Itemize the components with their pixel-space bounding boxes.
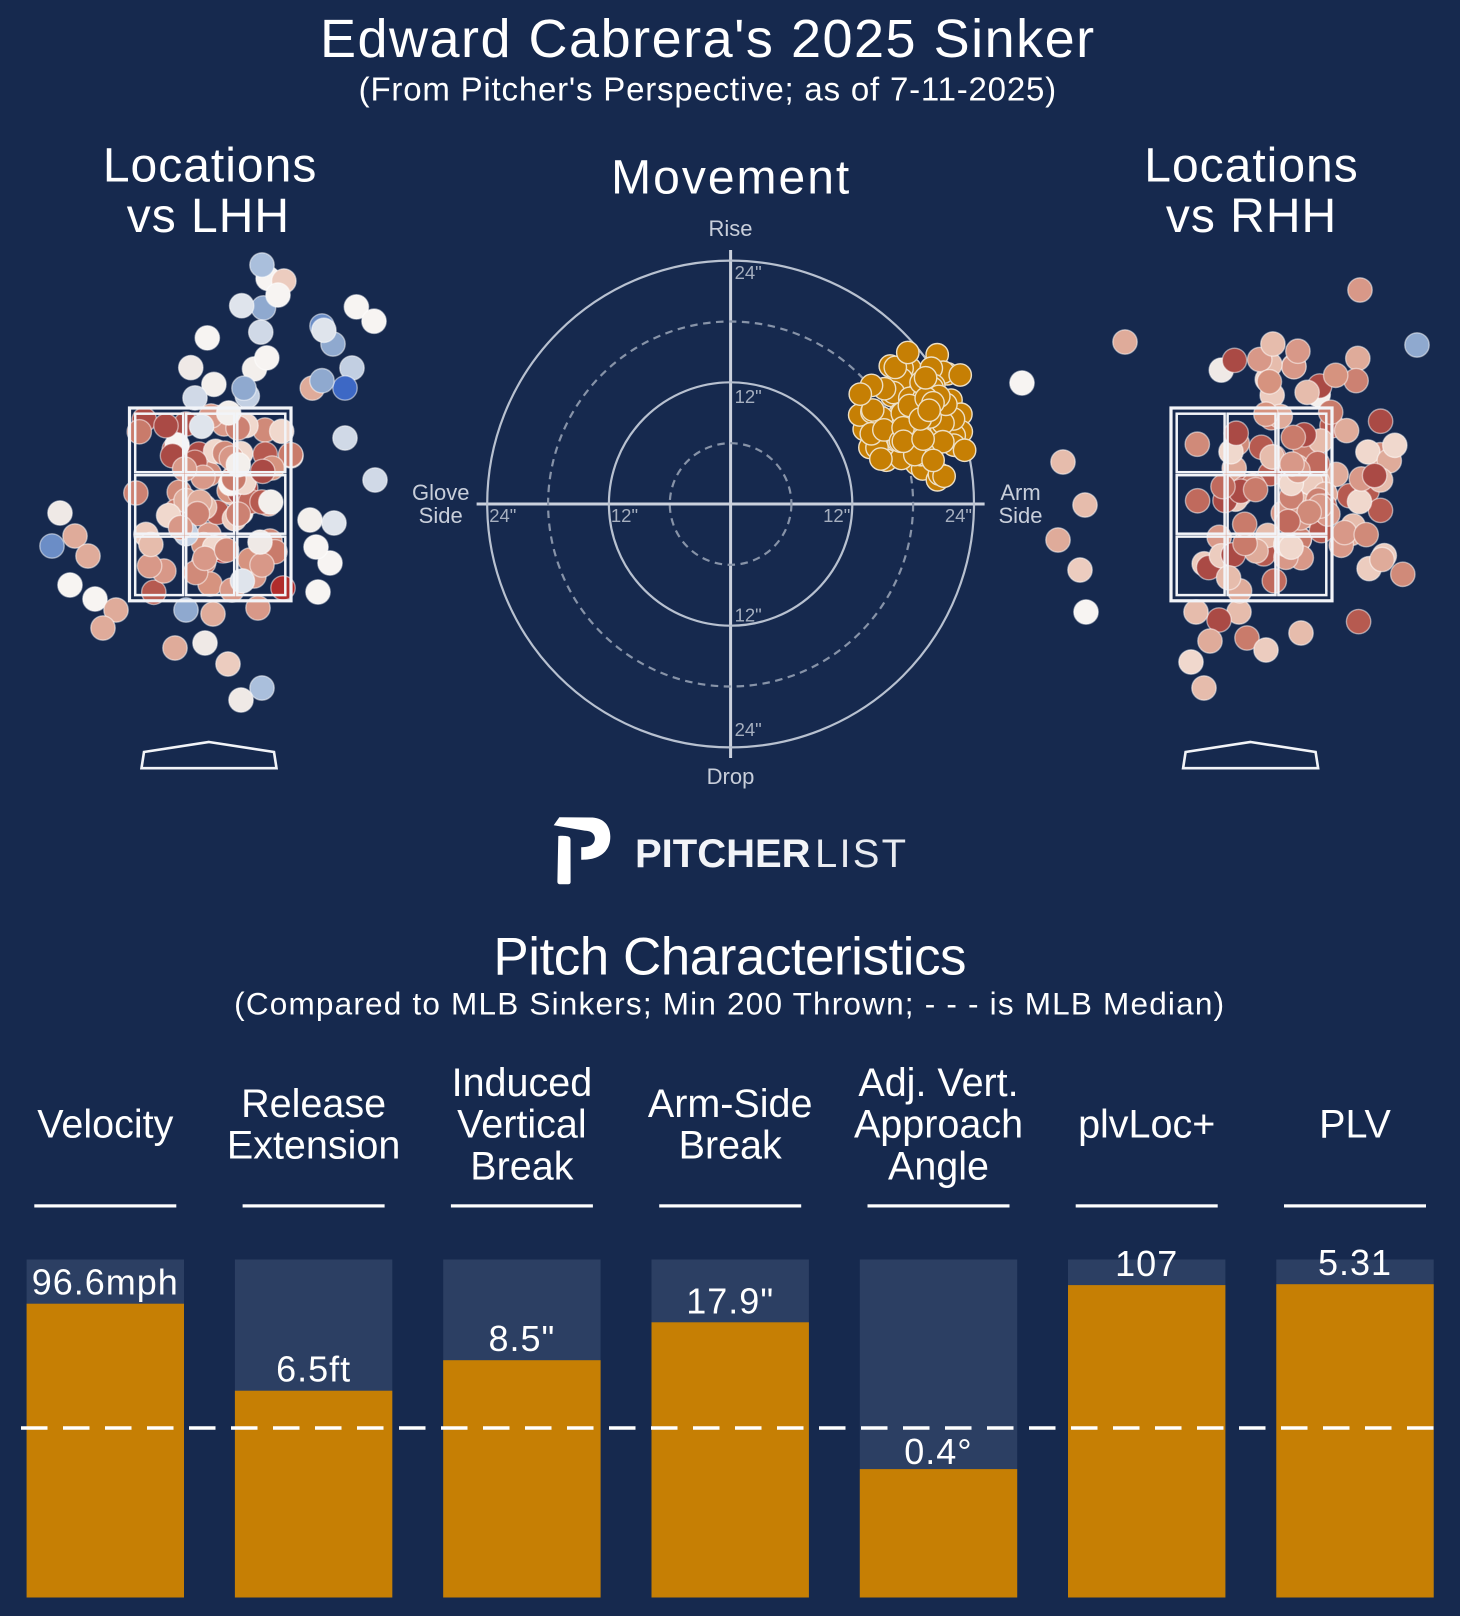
- svg-text:Angle: Angle: [888, 1144, 989, 1188]
- svg-text:PITCHER: PITCHER: [635, 832, 811, 876]
- svg-text:8.5": 8.5": [488, 1318, 555, 1359]
- svg-text:6.5ft: 6.5ft: [276, 1349, 351, 1390]
- svg-text:Rise: Rise: [708, 216, 752, 241]
- svg-text:5.31: 5.31: [1318, 1242, 1392, 1283]
- svg-text:24": 24": [735, 262, 762, 283]
- svg-text:Break: Break: [470, 1144, 573, 1188]
- svg-text:24": 24": [945, 505, 972, 526]
- svg-text:Velocity: Velocity: [37, 1103, 173, 1147]
- svg-text:12": 12": [823, 505, 850, 526]
- svg-text:12": 12": [611, 505, 638, 526]
- svg-text:96.6mph: 96.6mph: [32, 1262, 179, 1303]
- svg-text:107: 107: [1115, 1243, 1178, 1284]
- svg-text:Drop: Drop: [707, 764, 755, 789]
- svg-text:Approach: Approach: [854, 1103, 1023, 1147]
- svg-text:Locations: Locations: [1144, 139, 1358, 192]
- svg-text:12": 12": [735, 386, 762, 407]
- svg-text:Side: Side: [419, 503, 463, 528]
- svg-text:LIST: LIST: [815, 832, 908, 876]
- svg-text:Release: Release: [241, 1082, 386, 1126]
- svg-text:Side: Side: [998, 503, 1042, 528]
- svg-text:Extension: Extension: [227, 1124, 400, 1168]
- svg-text:plvLoc+: plvLoc+: [1078, 1103, 1215, 1147]
- svg-text:Edward Cabrera's 2025 Sinker: Edward Cabrera's 2025 Sinker: [320, 9, 1096, 69]
- svg-text:12": 12": [735, 605, 762, 626]
- svg-text:Arm-Side: Arm-Side: [648, 1082, 813, 1126]
- svg-text:vs RHH: vs RHH: [1166, 190, 1337, 243]
- svg-text:Locations: Locations: [103, 139, 317, 192]
- svg-text:(Compared to MLB Sinkers; Min: (Compared to MLB Sinkers; Min 200 Thrown…: [234, 986, 1225, 1022]
- svg-text:24": 24": [735, 719, 762, 740]
- svg-text:Vertical: Vertical: [457, 1103, 587, 1147]
- svg-text:Arm: Arm: [1000, 480, 1040, 505]
- svg-text:Break: Break: [679, 1124, 782, 1168]
- svg-text:vs LHH: vs LHH: [127, 190, 290, 243]
- svg-text:24": 24": [489, 505, 516, 526]
- svg-text:17.9": 17.9": [686, 1280, 774, 1321]
- svg-text:Pitch Characteristics: Pitch Characteristics: [493, 928, 966, 987]
- svg-text:PLV: PLV: [1319, 1103, 1391, 1147]
- svg-text:Induced: Induced: [452, 1061, 593, 1105]
- svg-text:Adj. Vert.: Adj. Vert.: [858, 1061, 1018, 1105]
- svg-text:Movement: Movement: [611, 152, 851, 205]
- svg-text:0.4°: 0.4°: [904, 1431, 972, 1472]
- svg-text:Glove: Glove: [412, 480, 469, 505]
- svg-text:(From Pitcher's Perspective; a: (From Pitcher's Perspective; as of 7-11-…: [359, 71, 1057, 108]
